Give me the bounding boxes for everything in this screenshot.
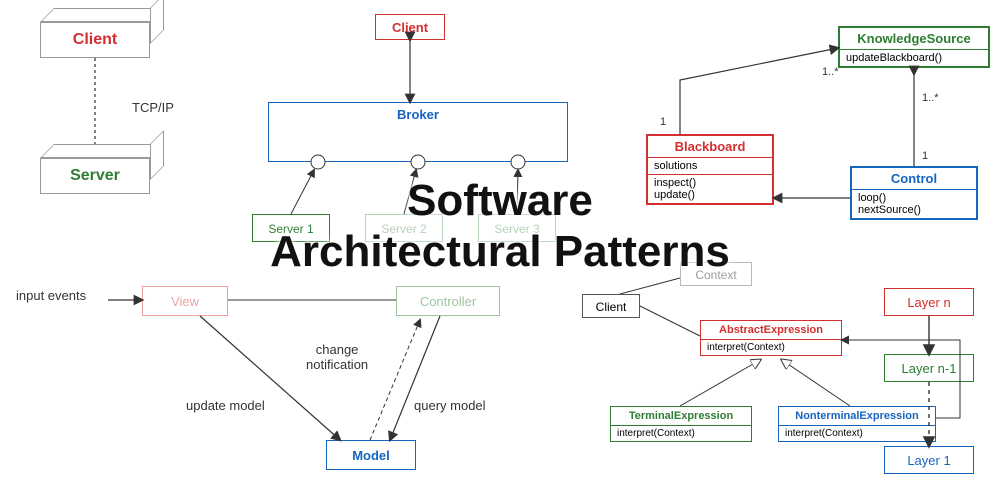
tcpip-label: TCP/IP [132, 100, 174, 115]
control-title: Control [852, 168, 976, 190]
interp-client: Client [582, 294, 640, 318]
broker-label: Broker [269, 103, 567, 122]
knowledge-ops: updateBlackboard() [840, 50, 988, 66]
control-class: Control loop() nextSource() [850, 166, 978, 220]
mvc-view: View [142, 286, 228, 316]
layer-1: Layer 1 [884, 446, 974, 474]
client-box-label: Client [40, 22, 150, 58]
broker-client: Client [375, 14, 445, 40]
interp-context: Context [680, 262, 752, 286]
nonterminal-title: NonterminalExpression [779, 407, 935, 426]
blackboard-title: Blackboard [648, 136, 772, 158]
layer-n1: Layer n-1 [884, 354, 974, 382]
abstract-title: AbstractExpression [701, 321, 841, 340]
blackboard-ops: inspect() update() [648, 175, 772, 203]
abstract-ops: interpret(Context) [701, 340, 841, 355]
server-box-label: Server [40, 158, 150, 194]
layer-n: Layer n [884, 288, 974, 316]
mult-1a: 1 [660, 116, 666, 128]
blackboard-class: Blackboard solutions inspect() update() [646, 134, 774, 205]
control-ops: loop() nextSource() [852, 190, 976, 218]
input-events-label: input events [16, 288, 86, 303]
nonterminalexpr-class: NonterminalExpression interpret(Context) [778, 406, 936, 442]
abstractexpr-class: AbstractExpression interpret(Context) [700, 320, 842, 356]
broker-server-2: Server 2 [365, 214, 443, 242]
knowledge-title: KnowledgeSource [840, 28, 988, 50]
broker-server-1: Server 1 [252, 214, 330, 242]
knowledgesource-class: KnowledgeSource updateBlackboard() [838, 26, 990, 68]
mvc-model: Model [326, 440, 416, 470]
mult-1b: 1 [922, 150, 928, 162]
terminal-title: TerminalExpression [611, 407, 751, 426]
broker-server-3: Server 3 [478, 214, 556, 242]
mult-many-b: 1..* [922, 92, 939, 104]
nonterminal-ops: interpret(Context) [779, 426, 935, 441]
mult-many-a: 1..* [822, 66, 839, 78]
terminalexpr-class: TerminalExpression interpret(Context) [610, 406, 752, 442]
blackboard-attrs: solutions [648, 158, 772, 175]
update-model-label: update model [186, 398, 265, 413]
mvc-controller: Controller [396, 286, 500, 316]
terminal-ops: interpret(Context) [611, 426, 751, 441]
query-model-label: query model [414, 398, 486, 413]
broker-box: Broker [268, 102, 568, 162]
change-notif-label: change notification [306, 342, 368, 372]
